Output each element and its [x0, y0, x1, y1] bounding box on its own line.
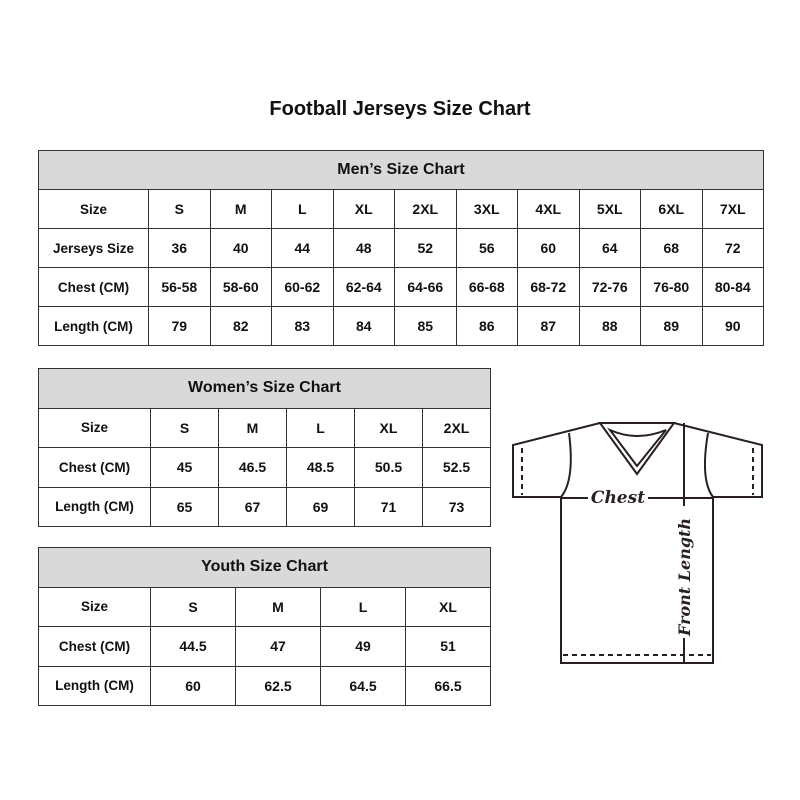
row-label: Chest (CM)	[38, 267, 149, 307]
table-cell: M	[209, 189, 272, 229]
table-cell: S	[150, 407, 219, 448]
youth-size-table: Youth Size Chart Size S M L XL Chest (CM) 44.5…	[38, 547, 491, 706]
table-cell: 5XL	[578, 189, 641, 229]
table-cell: 48	[332, 228, 395, 268]
table-row: Size S M L XL	[38, 586, 491, 627]
table-cell: 71	[354, 486, 423, 527]
table-cell: XL	[405, 586, 491, 627]
row-label: Size	[38, 189, 149, 229]
table-cell: 69	[286, 486, 355, 527]
table-cell: 84	[332, 306, 395, 346]
table-cell: 90	[701, 306, 764, 346]
shirt-outline-icon	[512, 422, 763, 664]
youth-heading: Youth Size Chart	[38, 547, 491, 588]
table-cell: 64	[578, 228, 641, 268]
table-row: Chest (CM) 44.5 47 49 51	[38, 626, 491, 667]
row-label: Chest (CM)	[38, 447, 151, 488]
mens-heading: Men’s Size Chart	[38, 150, 764, 190]
table-cell: 48.5	[286, 447, 355, 488]
table-cell: L	[271, 189, 334, 229]
table-cell: 56	[455, 228, 518, 268]
row-label: Jerseys Size	[38, 228, 149, 268]
table-cell: 68	[640, 228, 703, 268]
table-row: Size S M L XL 2XL 3XL 4XL 5XL 6XL 7XL	[38, 189, 764, 229]
table-cell: 52	[394, 228, 457, 268]
page-title: Football Jerseys Size Chart	[269, 98, 531, 120]
table-cell: 56-58	[148, 267, 211, 307]
table-cell: 40	[209, 228, 272, 268]
table-cell: 6XL	[640, 189, 703, 229]
table-cell: 64.5	[320, 665, 406, 706]
table-cell: 68-72	[517, 267, 580, 307]
table-cell: 66-68	[455, 267, 518, 307]
table-cell: 7XL	[701, 189, 764, 229]
table-cell: 60-62	[271, 267, 334, 307]
table-cell: L	[286, 407, 355, 448]
row-label: Length (CM)	[38, 306, 149, 346]
table-row: Chest (CM) 56-58 58-60 60-62 62-64 64-66 66-68…	[38, 267, 764, 307]
table-cell: 51	[405, 626, 491, 667]
table-cell: 62.5	[235, 665, 321, 706]
row-label: Chest (CM)	[38, 626, 151, 667]
table-cell: 4XL	[517, 189, 580, 229]
front-length-label: Front Length	[675, 518, 694, 637]
table-cell: 86	[455, 306, 518, 346]
table-cell: 3XL	[455, 189, 518, 229]
womens-heading: Women’s Size Chart	[38, 368, 491, 409]
table-cell: 83	[271, 306, 334, 346]
table-cell: 60	[517, 228, 580, 268]
table-cell: 82	[209, 306, 272, 346]
table-cell: 45	[150, 447, 219, 488]
table-row: Chest (CM) 45 46.5 48.5 50.5 52.5	[38, 447, 491, 488]
table-cell: 76-80	[640, 267, 703, 307]
table-cell: XL	[354, 407, 423, 448]
table-cell: 50.5	[354, 447, 423, 488]
table-cell: 88	[578, 306, 641, 346]
row-label: Size	[38, 586, 151, 627]
table-cell: M	[235, 586, 321, 627]
table-cell: 44	[271, 228, 334, 268]
table-row: Length (CM) 65 67 69 71 73	[38, 486, 491, 527]
table-row: Jerseys Size 36 40 44 48 52 56 60 64 68 72	[38, 228, 764, 268]
table-cell: 73	[422, 486, 491, 527]
table-cell: 2XL	[394, 189, 457, 229]
mens-size-table: Men’s Size Chart Size S M L XL 2XL 3XL 4XL 5XL 6X…	[38, 150, 764, 346]
table-cell: 80-84	[701, 267, 764, 307]
table-cell: 65	[150, 486, 219, 527]
table-cell: 52.5	[422, 447, 491, 488]
table-cell: 66.5	[405, 665, 491, 706]
table-cell: 62-64	[332, 267, 395, 307]
table-cell: 67	[218, 486, 287, 527]
table-cell: XL	[332, 189, 395, 229]
table-row: Size S M L XL 2XL	[38, 407, 491, 448]
row-label: Length (CM)	[38, 665, 151, 706]
table-row: Length (CM) 79 82 83 84 85 86 87 88 89 90	[38, 306, 764, 346]
table-cell: 64-66	[394, 267, 457, 307]
table-cell: 46.5	[218, 447, 287, 488]
table-cell: 2XL	[422, 407, 491, 448]
table-cell: 44.5	[150, 626, 236, 667]
table-cell: 72-76	[578, 267, 641, 307]
table-cell: 85	[394, 306, 457, 346]
row-label: Length (CM)	[38, 486, 151, 527]
table-cell: 58-60	[209, 267, 272, 307]
row-label: Size	[38, 407, 151, 448]
table-cell: M	[218, 407, 287, 448]
chest-label: Chest	[591, 488, 645, 508]
table-cell: 49	[320, 626, 406, 667]
table-cell: 47	[235, 626, 321, 667]
womens-size-table: Women’s Size Chart Size S M L XL 2XL Chest (CM…	[38, 368, 491, 527]
table-cell: 79	[148, 306, 211, 346]
table-cell: 36	[148, 228, 211, 268]
table-cell: 87	[517, 306, 580, 346]
table-cell: L	[320, 586, 406, 627]
table-cell: S	[148, 189, 211, 229]
table-cell: 60	[150, 665, 236, 706]
table-cell: S	[150, 586, 236, 627]
table-cell: 72	[701, 228, 764, 268]
table-cell: 89	[640, 306, 703, 346]
table-row: Length (CM) 60 62.5 64.5 66.5	[38, 665, 491, 706]
jersey-diagram: Chest Front Length	[512, 422, 763, 664]
